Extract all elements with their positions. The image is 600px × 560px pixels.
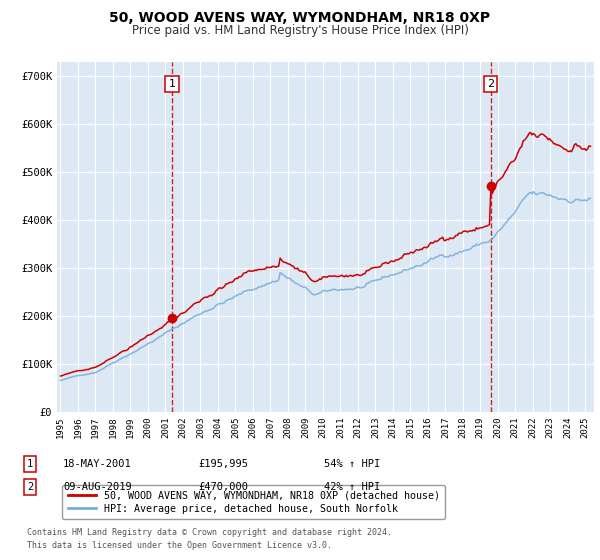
- Legend: 50, WOOD AVENS WAY, WYMONDHAM, NR18 0XP (detached house), HPI: Average price, de: 50, WOOD AVENS WAY, WYMONDHAM, NR18 0XP …: [62, 485, 445, 519]
- Text: £195,995: £195,995: [198, 459, 248, 469]
- Text: 18-MAY-2001: 18-MAY-2001: [63, 459, 132, 469]
- Text: 1: 1: [169, 80, 175, 90]
- Text: 2: 2: [487, 80, 494, 90]
- Text: 50, WOOD AVENS WAY, WYMONDHAM, NR18 0XP: 50, WOOD AVENS WAY, WYMONDHAM, NR18 0XP: [109, 11, 491, 25]
- Text: 2: 2: [27, 482, 33, 492]
- Text: 1: 1: [27, 459, 33, 469]
- Text: 09-AUG-2019: 09-AUG-2019: [63, 482, 132, 492]
- Text: Price paid vs. HM Land Registry's House Price Index (HPI): Price paid vs. HM Land Registry's House …: [131, 24, 469, 36]
- Text: 54% ↑ HPI: 54% ↑ HPI: [324, 459, 380, 469]
- Text: 42% ↑ HPI: 42% ↑ HPI: [324, 482, 380, 492]
- Text: This data is licensed under the Open Government Licence v3.0.: This data is licensed under the Open Gov…: [27, 541, 332, 550]
- Text: Contains HM Land Registry data © Crown copyright and database right 2024.: Contains HM Land Registry data © Crown c…: [27, 528, 392, 537]
- Text: £470,000: £470,000: [198, 482, 248, 492]
